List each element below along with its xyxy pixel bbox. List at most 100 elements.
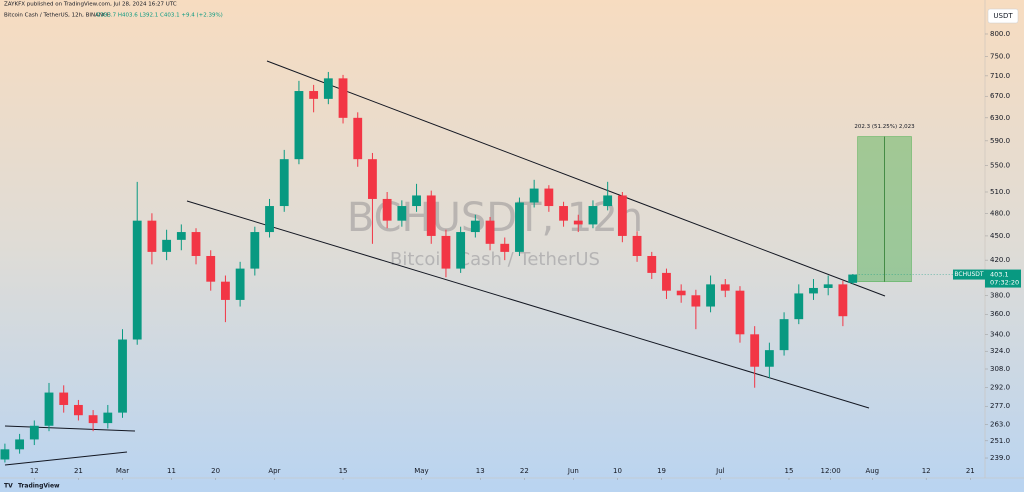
y-tick-label: 630.0 bbox=[990, 114, 1010, 122]
candle-body bbox=[250, 232, 260, 269]
candle-body bbox=[720, 284, 730, 291]
candle-body bbox=[147, 220, 157, 252]
candle-body bbox=[0, 449, 10, 460]
candle-body bbox=[441, 235, 451, 269]
candle-body bbox=[176, 232, 186, 240]
candle-body bbox=[706, 284, 715, 307]
candle-body bbox=[779, 319, 789, 351]
candle-body bbox=[529, 188, 539, 203]
candle-body bbox=[382, 198, 392, 221]
candle-body bbox=[559, 206, 568, 221]
candle-body bbox=[162, 239, 172, 252]
y-tick-label: 292.0 bbox=[990, 384, 1010, 392]
candle-body bbox=[470, 220, 480, 233]
footer-logo: TV bbox=[4, 483, 13, 490]
y-tick-label: 420.0 bbox=[990, 256, 1010, 264]
candle-body bbox=[823, 284, 833, 288]
currency[interactable]: USDT bbox=[993, 12, 1013, 20]
candle-body bbox=[294, 91, 304, 160]
base-support bbox=[4, 451, 128, 466]
candle-body bbox=[794, 293, 804, 320]
price-tag bbox=[985, 269, 1021, 288]
y-tick-label: 590.0 bbox=[990, 137, 1010, 145]
x-tick-label: 12 bbox=[30, 467, 39, 475]
y-tick-label: 360.0 bbox=[990, 310, 1010, 318]
currency-box[interactable] bbox=[987, 8, 1019, 24]
y-tick-label: 380.0 bbox=[990, 291, 1010, 299]
candle-body bbox=[191, 232, 201, 256]
candle-body bbox=[221, 281, 230, 300]
y-tick-label: 263.0 bbox=[990, 420, 1010, 428]
symbol: Bitcoin Cash / TetherUS, 12h, BINANCE bbox=[4, 13, 111, 19]
symbol-tag bbox=[953, 269, 985, 280]
base-trendline bbox=[4, 425, 136, 432]
x-tick-label: 15 bbox=[339, 467, 348, 475]
x-tick-label: 22 bbox=[520, 467, 529, 475]
candle-body bbox=[397, 206, 407, 221]
x-tick-label: 21 bbox=[966, 467, 975, 475]
x-tick-label: Apr bbox=[268, 467, 280, 475]
candle-body bbox=[676, 290, 686, 296]
x-tick-label: 20 bbox=[211, 467, 220, 475]
y-tick-label: 340.0 bbox=[990, 330, 1010, 338]
candle-body bbox=[103, 412, 113, 424]
candle-body bbox=[632, 235, 642, 256]
y-tick-label: 750.0 bbox=[990, 53, 1010, 61]
candle-body bbox=[426, 195, 436, 236]
y-tick-label: 480.0 bbox=[990, 209, 1010, 217]
candle-body bbox=[309, 91, 319, 99]
symbol-tag-label: BCHUSDT bbox=[954, 271, 984, 278]
candle-body bbox=[338, 78, 348, 118]
y-tick-label: 308.0 bbox=[990, 365, 1010, 373]
y-tick-label: 450.0 bbox=[990, 232, 1010, 240]
candle-body bbox=[15, 439, 25, 450]
candle-body bbox=[132, 220, 142, 340]
x-tick-label: 13 bbox=[476, 467, 485, 475]
y-tick-label: 239.0 bbox=[990, 454, 1010, 462]
x-tick-label: 10 bbox=[613, 467, 622, 475]
x-tick-label: May bbox=[414, 467, 428, 475]
x-tick-label: 12 bbox=[922, 467, 931, 475]
candle-body bbox=[353, 117, 363, 160]
y-tick-label: 510.0 bbox=[990, 188, 1010, 196]
x-tick-label: 19 bbox=[657, 467, 666, 475]
candle-body bbox=[29, 425, 39, 440]
x-tick-label: 11 bbox=[167, 467, 176, 475]
x-tick-label: Mar bbox=[116, 467, 129, 475]
candle-body bbox=[206, 255, 216, 282]
ohlc: O393.7 H403.6 L392.1 C403.1 +9.4 (+2.39%… bbox=[96, 13, 223, 19]
x-tick-label: Jun bbox=[567, 467, 579, 475]
x-tick-label: Jul bbox=[715, 467, 725, 475]
candle-body bbox=[750, 334, 760, 367]
candle-body bbox=[809, 287, 818, 294]
x-tick-label: 12:00 bbox=[821, 467, 841, 475]
candle-body bbox=[59, 392, 69, 405]
candle-body bbox=[368, 159, 377, 199]
y-tick-label: 251.0 bbox=[990, 437, 1010, 445]
candle-body bbox=[118, 339, 127, 413]
candles bbox=[0, 71, 858, 463]
candle-body bbox=[647, 255, 657, 273]
candle-body bbox=[573, 220, 583, 225]
y-tick-label: 710.0 bbox=[990, 72, 1010, 80]
candle-body bbox=[456, 232, 466, 269]
upper-trendline bbox=[266, 60, 886, 297]
countdown: 07:32:20 bbox=[990, 279, 1019, 287]
x-tick-label: Aug bbox=[865, 467, 879, 475]
candle-body bbox=[617, 195, 627, 236]
candle-body bbox=[588, 206, 598, 225]
candle-body bbox=[412, 195, 421, 207]
candle-body bbox=[485, 220, 495, 244]
candle-body bbox=[515, 202, 524, 252]
y-tick-label: 324.0 bbox=[990, 347, 1010, 355]
candle-body bbox=[279, 159, 289, 207]
candle-body bbox=[44, 392, 54, 426]
candle-body bbox=[848, 274, 858, 283]
y-tick-label: 670.0 bbox=[990, 92, 1010, 100]
y-tick-label: 550.0 bbox=[990, 161, 1010, 169]
candle-body bbox=[838, 284, 848, 317]
candle-body bbox=[544, 188, 554, 207]
candle-body bbox=[500, 243, 510, 252]
candle-body bbox=[691, 295, 701, 307]
